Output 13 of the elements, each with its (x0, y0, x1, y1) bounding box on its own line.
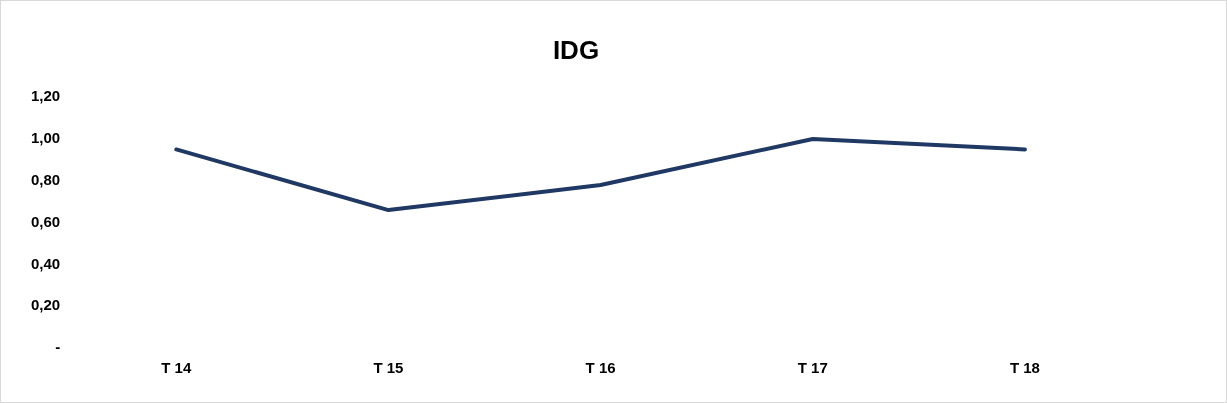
x-tick-label: T 18 (1009, 359, 1040, 377)
x-tick-label: T 16 (585, 359, 616, 377)
y-tick-label: 0,80 (30, 170, 61, 188)
y-tick-label: 1,20 (30, 87, 61, 105)
y-tick-label: 1,00 (30, 129, 61, 147)
x-tick-label: T 15 (373, 359, 404, 377)
x-tick-label: T 17 (797, 359, 828, 377)
x-tick-label: T 14 (161, 359, 192, 377)
chart-title: IDG (552, 34, 600, 65)
y-tick-label: 0,60 (30, 212, 61, 230)
y-tick-label: 0,40 (30, 254, 61, 272)
y-tick-label: 0,20 (30, 296, 61, 314)
y-tick-label: - (55, 338, 61, 356)
